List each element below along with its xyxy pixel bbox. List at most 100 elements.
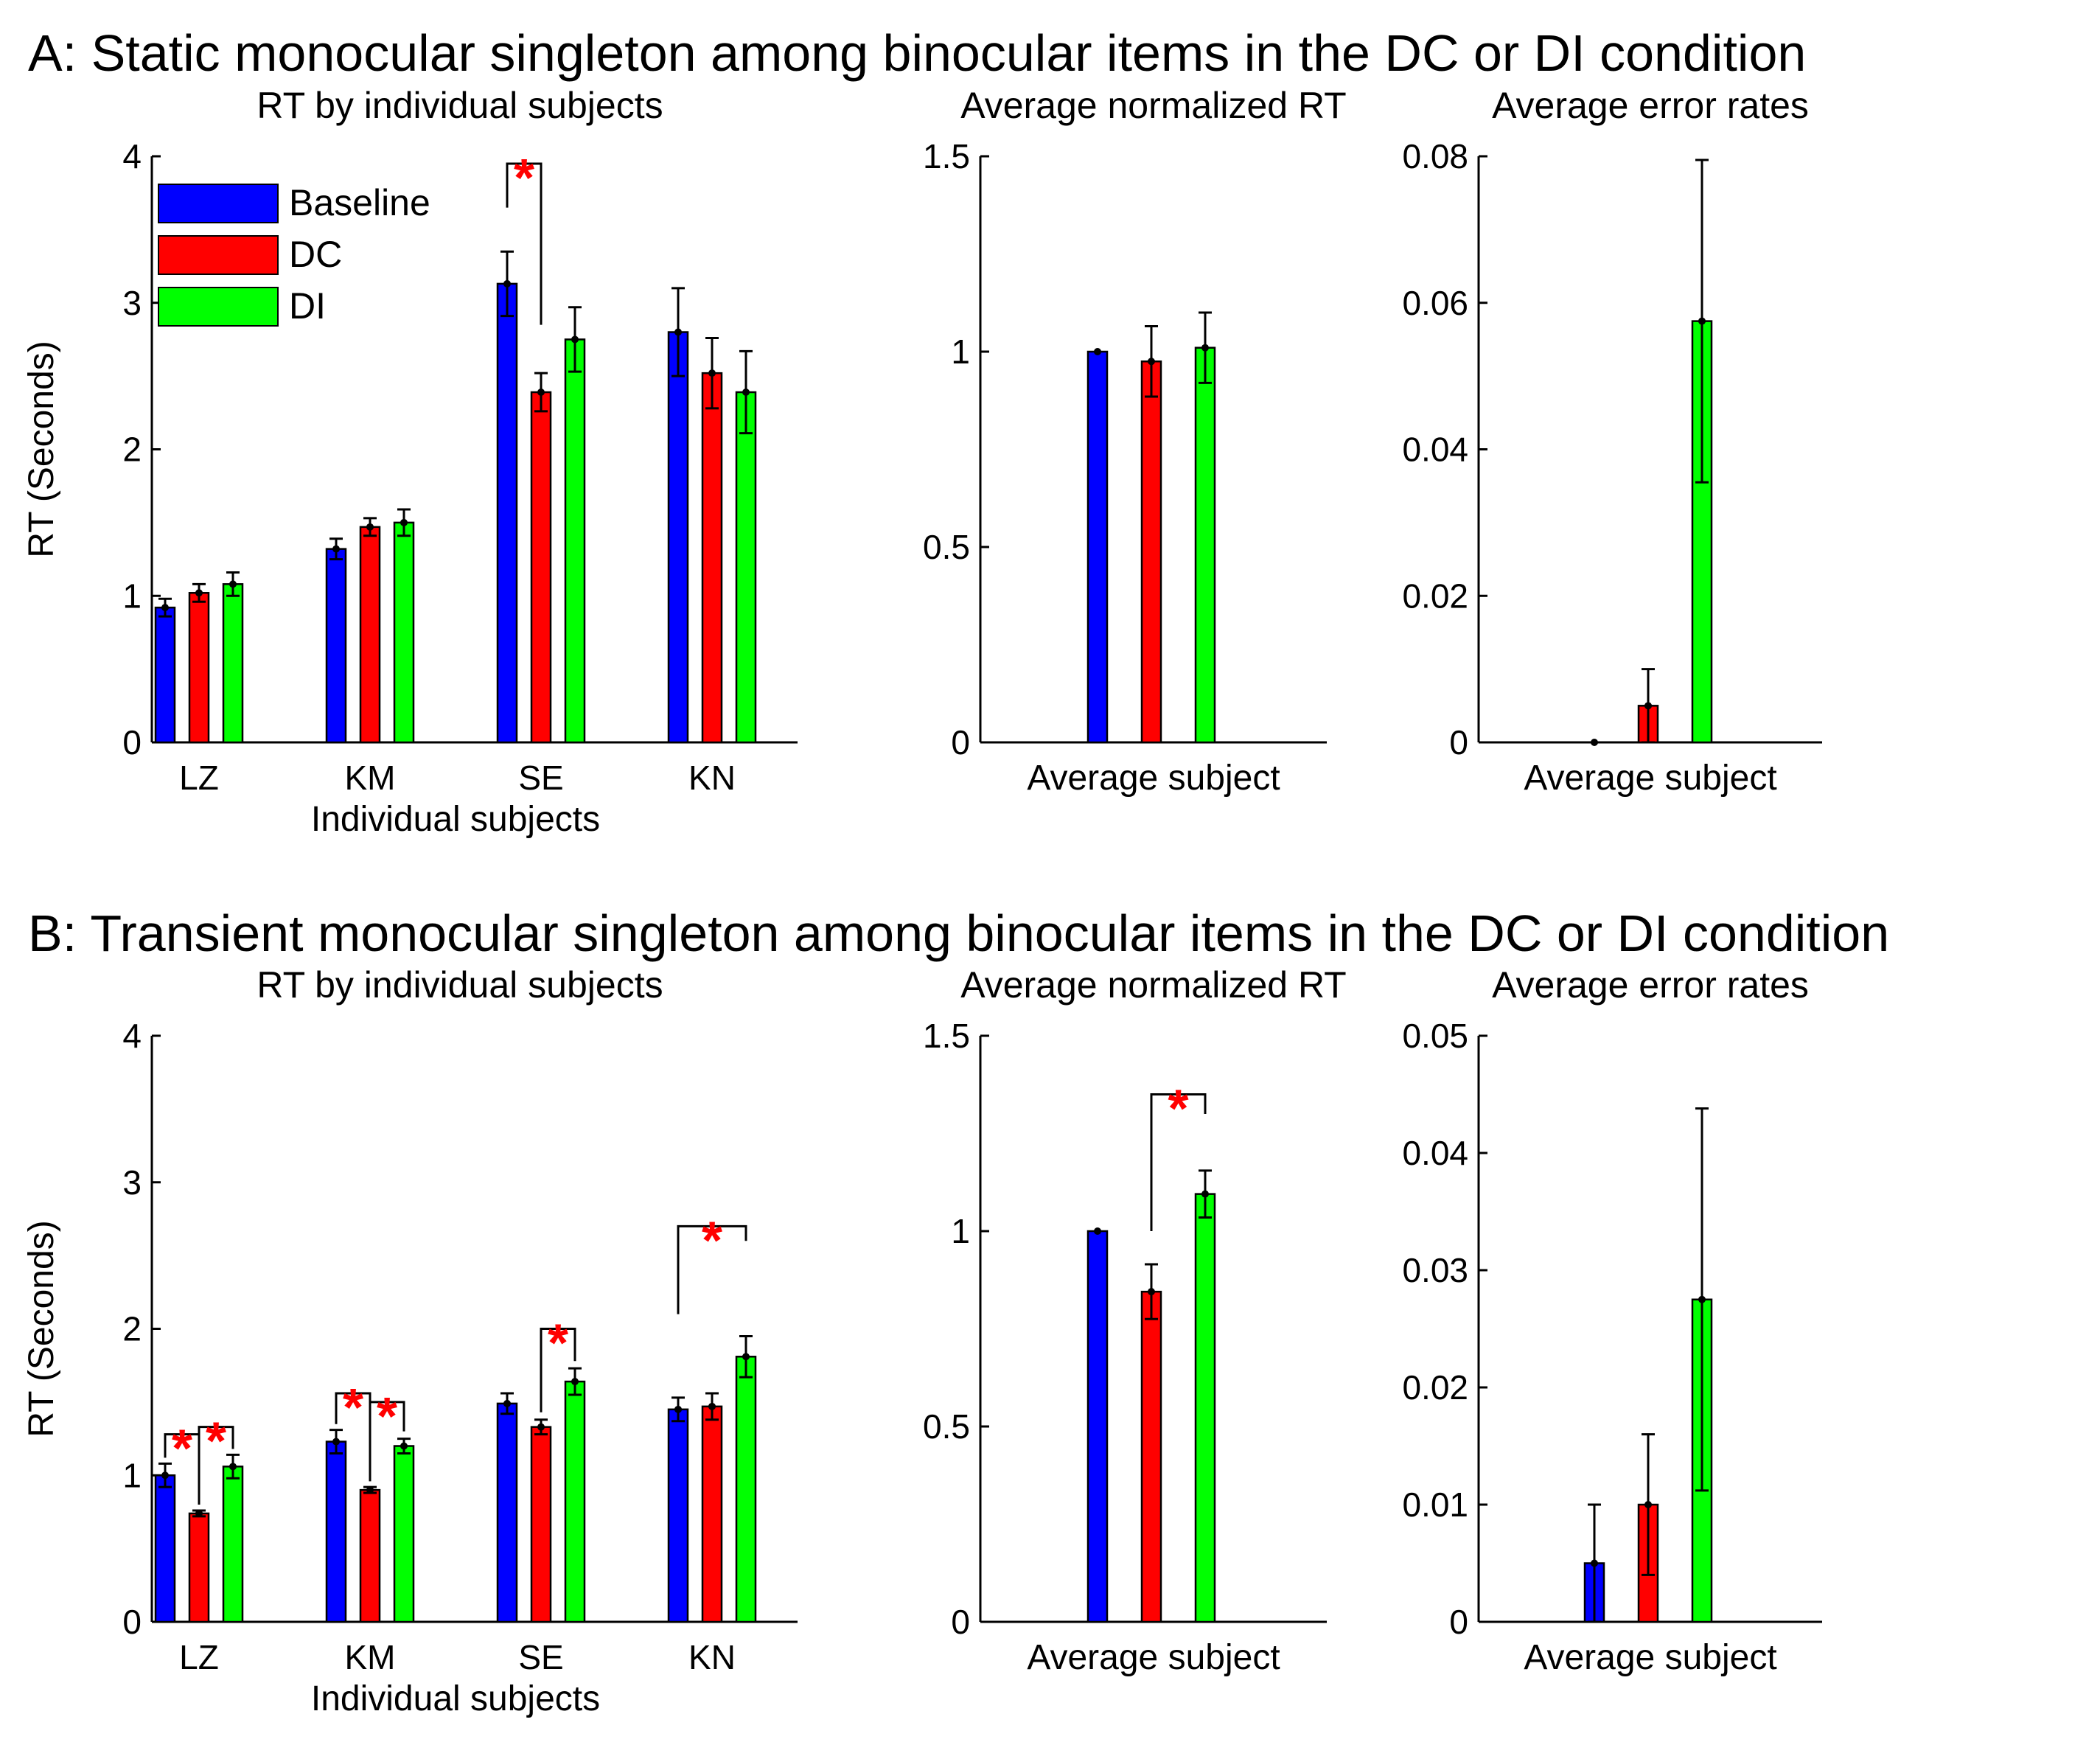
bar-Baseline-LZ-mean-dot — [161, 604, 169, 612]
bar-DC-SE-mean-dot — [537, 1423, 545, 1431]
legend-label-DI: DI — [289, 285, 326, 327]
bar-DC-SE — [530, 1426, 552, 1623]
significance-bracket-4 — [540, 1328, 576, 1412]
significance-bracket-1 — [198, 1426, 234, 1505]
panel-0-individual-rt-chart: RT by individual subjects 0 1 2 3 4 RT (Second… — [22, 85, 798, 839]
panel-0-normalized-rt-chart: Average normalized RT 0 0.5 1 1.5 Average sub… — [923, 85, 1347, 798]
category-label-KN: KN — [688, 759, 736, 797]
significance-bracket-3 — [369, 1401, 405, 1482]
significance-star-3: * — [377, 1387, 397, 1446]
panel-0-error-rates-subtitle: Average error rates — [1492, 85, 1809, 126]
bar-DI-mean-dot — [1201, 344, 1209, 352]
x-axis-label: Average subject — [1524, 759, 1776, 798]
y-tick-label: 0 — [122, 1603, 142, 1641]
bar-DI-LZ — [222, 1466, 244, 1623]
bar-DI-KN — [735, 391, 757, 744]
bar-Baseline-KN-mean-dot — [674, 328, 682, 336]
significance-bracket-5 — [677, 1224, 747, 1314]
bar-Baseline-KM-mean-dot — [332, 545, 340, 553]
bar-DC-KN — [701, 372, 723, 744]
y-tick-label: 0.05 — [1402, 1017, 1468, 1055]
legend-swatch-DC — [158, 235, 279, 275]
y-tick-label: 0 — [951, 1603, 970, 1641]
bar-DI-KM — [393, 1445, 415, 1623]
x-axis-label: Average subject — [1524, 1638, 1776, 1677]
y-tick-label: 0.06 — [1402, 284, 1468, 322]
bar-DI — [1194, 346, 1216, 744]
bar-DC-mean-dot — [1644, 1501, 1652, 1508]
x-axis-label: Individual subjects — [311, 800, 600, 839]
legend-label-DC: DC — [289, 234, 342, 275]
category-label-SE: SE — [518, 759, 563, 797]
bar-DI-mean-dot — [1698, 317, 1706, 325]
y-tick-label: 0 — [1449, 723, 1468, 762]
bar-DI-LZ — [222, 583, 244, 744]
panel-1-individual-rt-subtitle: RT by individual subjects — [257, 964, 663, 1006]
y-tick-label: 0.02 — [1402, 1368, 1468, 1407]
y-tick-label: 4 — [122, 137, 142, 175]
bar-DI-mean-dot — [1698, 1295, 1706, 1303]
significance-star-0: * — [172, 1420, 192, 1479]
y-tick-label: 3 — [122, 1163, 142, 1202]
category-label-LZ: LZ — [179, 1638, 219, 1676]
y-tick-label: 0 — [1449, 1603, 1468, 1641]
bar-DC-LZ — [188, 592, 210, 744]
y-tick-label: 0.01 — [1402, 1485, 1468, 1524]
panel-1-normalized-rt-chart: Average normalized RT 0 0.5 1 1.5 Average sub… — [923, 964, 1347, 1677]
panel-1-error-rates-chart: Average error rates 0 0.01 0.02 0.03 0.04 0.05… — [1402, 964, 1822, 1677]
bar-Baseline-LZ-mean-dot — [161, 1471, 169, 1480]
bar-DI-KN-mean-dot — [742, 1353, 750, 1361]
charts-layer: RT by individual subjects 0 1 2 3 4 RT (Second… — [22, 85, 1822, 1718]
category-label-LZ: LZ — [179, 759, 219, 797]
panel-0-normalized-rt-subtitle: Average normalized RT — [960, 85, 1346, 126]
category-label-KN: KN — [688, 1638, 736, 1676]
bar-Baseline-KM-mean-dot — [332, 1438, 340, 1446]
bar-Baseline — [1086, 1230, 1109, 1623]
bar-DC-KN-mean-dot — [708, 369, 716, 377]
y-tick-label: 0 — [951, 723, 970, 762]
y-axis-label: RT (Seconds) — [22, 1220, 61, 1437]
y-tick-label: 0.04 — [1402, 1134, 1468, 1172]
y-tick-label: 0.08 — [1402, 137, 1468, 175]
bar-Baseline-mean-dot — [1591, 739, 1598, 746]
panel-1-error-rates-subtitle: Average error rates — [1492, 964, 1809, 1006]
bar-DI-KM-mean-dot — [400, 518, 408, 526]
bar-DC-KM — [359, 526, 381, 744]
bar-DC-KN-mean-dot — [708, 1402, 716, 1410]
significance-star-5: * — [702, 1211, 722, 1270]
significance-bracket-0 — [1150, 1093, 1207, 1231]
legend-swatch-DI — [158, 287, 279, 327]
y-tick-label: 1 — [951, 332, 970, 371]
bar-DC-LZ — [188, 1512, 210, 1623]
x-axis-label: Average subject — [1027, 1638, 1280, 1677]
y-tick-label: 1.5 — [923, 1017, 970, 1055]
bar-Baseline-SE-mean-dot — [503, 279, 511, 288]
y-tick-label: 1 — [122, 576, 142, 615]
panel-1-normalized-rt-subtitle: Average normalized RT — [960, 964, 1346, 1006]
bar-DC-LZ-mean-dot — [195, 589, 203, 597]
bar-DC-mean-dot — [1148, 1288, 1155, 1296]
bar-DC-KM-mean-dot — [366, 1486, 374, 1494]
bar-Baseline-LZ — [154, 606, 176, 744]
category-label-KM: KM — [345, 759, 396, 797]
panel-0-error-rates-chart: Average error rates 0 0.02 0.04 0.06 0.08 Aver… — [1402, 85, 1822, 798]
bar-DC-KM — [359, 1488, 381, 1623]
y-tick-label: 2 — [122, 431, 142, 469]
significance-star-0: * — [514, 149, 534, 208]
bar-Baseline-SE — [496, 1402, 518, 1623]
bar-DI-KM — [393, 521, 415, 744]
bar-DI-SE — [564, 1380, 586, 1623]
bar-DI-SE-mean-dot — [571, 1378, 579, 1386]
significance-star-1: * — [206, 1412, 226, 1471]
bar-Baseline-mean-dot — [1094, 348, 1101, 355]
bar-DI — [1194, 1193, 1216, 1623]
bar-DC-mean-dot — [1644, 702, 1652, 710]
panel-0-individual-rt-subtitle: RT by individual subjects — [257, 85, 663, 126]
bar-Baseline-SE-mean-dot — [503, 1399, 511, 1407]
panel-a-title: A: Static monocular singleton among bino… — [28, 24, 1806, 82]
panel-1-individual-rt-chart: RT by individual subjects 0 1 2 3 4 RT (Second… — [22, 964, 798, 1718]
bar-DC-SE-mean-dot — [537, 388, 545, 396]
x-axis-label: Average subject — [1027, 759, 1280, 798]
bar-Baseline-KN — [667, 331, 689, 744]
bar-Baseline-LZ — [154, 1474, 176, 1623]
